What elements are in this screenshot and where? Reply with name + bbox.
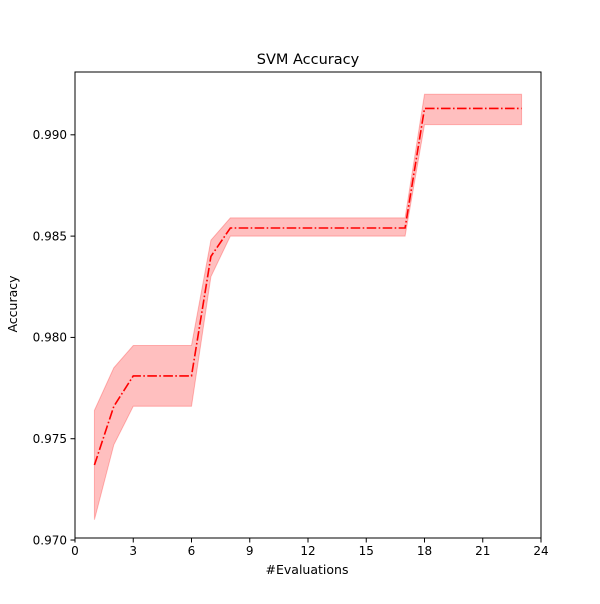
y-tick-label: 0.985 (33, 229, 67, 243)
series-0-point (131, 374, 135, 378)
series-0-point (384, 226, 388, 230)
series-0-point (112, 404, 116, 408)
x-tick-label: 0 (71, 544, 79, 558)
axes: 0 3 6 9 12 15 18 21 24 0.970 0.975 0.980 0.985 0.990 (33, 71, 549, 558)
x-tick-label: 9 (246, 544, 254, 558)
series-0-point (151, 374, 155, 378)
y-tick-label: 0.970 (33, 533, 67, 547)
x-tick-label: 6 (188, 544, 196, 558)
x-tick-label: 21 (475, 544, 490, 558)
series-0-point (228, 226, 232, 230)
series-0-point (345, 226, 349, 230)
plot-area (92, 93, 524, 520)
series-0-point (461, 106, 465, 110)
series-0-point (287, 226, 291, 230)
series-0-point (442, 106, 446, 110)
x-tick-label: 12 (300, 544, 315, 558)
series-0-point (267, 226, 271, 230)
y-tick-label: 0.980 (33, 331, 67, 345)
series-0-point (209, 254, 213, 258)
series-0-point (481, 106, 485, 110)
series-0-confidence-band (93, 93, 523, 520)
series-0-point (190, 374, 194, 378)
series-0-point (500, 106, 504, 110)
y-axis-label: Accuracy (5, 275, 20, 333)
x-tick-label: 18 (417, 544, 432, 558)
series-0-point (520, 106, 524, 110)
x-tick-label: 24 (533, 544, 548, 558)
series-0-line (93, 107, 522, 466)
series-0-point (325, 226, 329, 230)
x-tick-label: 15 (359, 544, 374, 558)
series-0-point (403, 226, 407, 230)
y-tick-label: 0.990 (33, 128, 67, 142)
series-0-point (423, 106, 427, 110)
y-tick-label: 0.975 (33, 432, 67, 446)
series-0-point (364, 226, 368, 230)
chart-title: SVM Accuracy (257, 52, 360, 68)
x-axis-label: #Evaluations (266, 562, 349, 577)
series-0-point (248, 226, 252, 230)
series-0-point (92, 463, 96, 467)
x-tick-label: 3 (129, 544, 137, 558)
series-0-point (170, 374, 174, 378)
series-0-point (306, 226, 310, 230)
